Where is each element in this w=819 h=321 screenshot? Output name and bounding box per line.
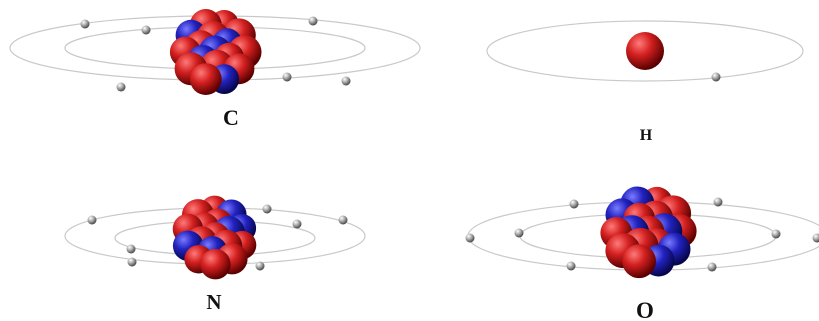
electron <box>812 233 819 243</box>
electron <box>292 219 302 229</box>
orbit <box>486 20 804 82</box>
electron <box>566 261 576 271</box>
proton <box>622 244 656 279</box>
electron <box>87 215 97 225</box>
atom-label-hydrogen: H <box>640 127 653 144</box>
nitrogen-nucleus <box>172 195 257 280</box>
electron <box>282 72 292 82</box>
electron <box>711 72 721 82</box>
electron <box>127 257 137 267</box>
atom-label-carbon: C <box>223 105 239 130</box>
atom-carbon: C <box>9 9 421 130</box>
electron <box>341 76 351 86</box>
carbon-nucleus <box>169 9 262 95</box>
electron <box>338 215 348 225</box>
oxygen-nucleus <box>600 186 697 279</box>
electron <box>514 228 524 238</box>
electron <box>707 262 717 272</box>
electron <box>255 261 265 271</box>
electron <box>713 197 723 207</box>
atom-label-nitrogen: N <box>206 290 221 314</box>
electron <box>771 229 781 239</box>
electron <box>569 199 579 209</box>
electron <box>262 204 272 214</box>
electron <box>80 19 90 29</box>
atom-hydrogen: H <box>486 20 804 144</box>
atom-nitrogen: N <box>64 195 366 314</box>
atom-oxygen: O <box>465 186 819 321</box>
electron <box>308 16 318 26</box>
proton <box>200 249 231 280</box>
atom-label-oxygen: O <box>636 298 654 321</box>
electron <box>465 233 475 243</box>
electron <box>116 82 126 92</box>
proton <box>626 32 664 70</box>
electron <box>141 25 151 35</box>
electron <box>126 244 136 254</box>
proton <box>189 63 222 95</box>
